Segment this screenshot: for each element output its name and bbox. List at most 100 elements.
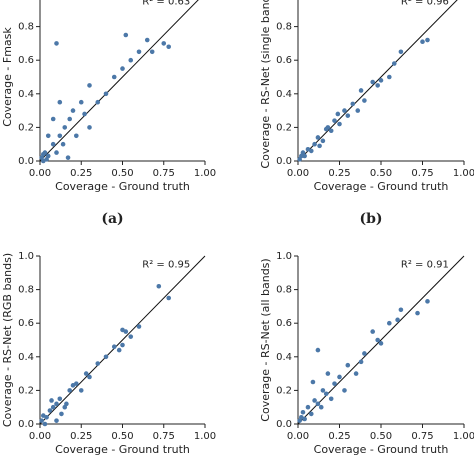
- point: [375, 337, 380, 343]
- point: [65, 155, 71, 160]
- point: [54, 418, 59, 423]
- point: [57, 396, 63, 402]
- y-tick-label: 0.6: [276, 55, 292, 66]
- point: [318, 404, 324, 410]
- x-tick-label: 0.50: [111, 168, 133, 179]
- point: [74, 381, 79, 386]
- point: [78, 99, 84, 105]
- identity-line: [39, 255, 206, 425]
- point: [370, 79, 376, 85]
- point: [120, 342, 125, 348]
- x-tick-label: 0.75: [411, 431, 433, 442]
- point: [59, 411, 64, 417]
- point: [78, 388, 84, 393]
- point: [45, 133, 51, 139]
- x-axis-label: Coverage - Ground truth: [55, 443, 190, 456]
- y-tick-label: 0.8: [18, 285, 34, 296]
- point: [362, 98, 367, 103]
- point: [54, 150, 59, 155]
- y-tick-label: 0.4: [18, 352, 34, 363]
- point: [39, 418, 44, 423]
- y-tick-label: 0.0: [276, 156, 292, 167]
- point: [335, 111, 341, 117]
- point: [378, 78, 384, 83]
- y-tick-label: 0.8: [276, 285, 292, 296]
- x-tick-label: 0.50: [370, 168, 392, 179]
- y-tick-label: 0.8: [276, 22, 292, 33]
- point: [328, 396, 334, 402]
- point: [337, 121, 342, 127]
- point: [57, 133, 63, 139]
- point: [44, 414, 49, 420]
- x-tick-label: 0.25: [328, 431, 350, 442]
- point: [95, 361, 101, 366]
- point: [57, 99, 63, 105]
- x-tick-label: 1.00: [453, 168, 474, 179]
- y-axis-label: Coverage - RS-Net (single bands): [259, 0, 272, 169]
- point: [391, 61, 397, 66]
- point: [398, 49, 404, 55]
- x-tick-label: 0.25: [328, 168, 350, 179]
- point: [128, 334, 134, 339]
- point: [47, 408, 53, 413]
- annotation: R² = 0.95: [142, 259, 190, 270]
- point: [166, 44, 171, 50]
- annotation: R² = 0.96: [401, 0, 449, 7]
- point: [370, 329, 376, 334]
- point: [128, 57, 134, 63]
- point: [120, 66, 125, 71]
- point: [362, 351, 367, 356]
- point: [87, 83, 92, 88]
- y-tick-label: 0.2: [18, 385, 34, 396]
- y-tick-label: 0.2: [18, 122, 34, 133]
- point: [149, 49, 155, 55]
- point: [305, 404, 311, 410]
- point: [425, 37, 430, 43]
- point: [42, 421, 48, 427]
- point: [387, 320, 392, 326]
- y-tick-label: 0.0: [18, 419, 34, 430]
- panel-label: (a): [101, 211, 123, 227]
- point: [358, 359, 364, 365]
- point: [312, 141, 317, 147]
- x-axis-label: Coverage - Ground truth: [55, 180, 190, 193]
- x-axis-label: Coverage - Ground truth: [314, 180, 449, 193]
- y-tick-label: 0.6: [18, 55, 34, 66]
- point: [156, 283, 162, 289]
- point: [166, 295, 171, 301]
- point: [300, 409, 306, 415]
- y-tick-label: 0.6: [18, 318, 34, 329]
- point: [415, 310, 420, 316]
- point: [87, 125, 92, 130]
- point: [310, 379, 316, 385]
- point: [317, 143, 322, 149]
- point: [350, 101, 356, 107]
- point: [337, 374, 342, 380]
- point: [82, 111, 87, 117]
- point: [103, 91, 109, 97]
- point: [123, 329, 129, 334]
- x-tick-label: 0.25: [70, 168, 92, 179]
- point: [353, 371, 359, 376]
- point: [320, 388, 326, 393]
- point: [116, 347, 122, 353]
- x-axis-label: Coverage - Ground truth: [314, 443, 449, 456]
- point: [420, 39, 425, 45]
- plot-area: [39, 0, 199, 164]
- point: [308, 411, 314, 417]
- point: [111, 74, 117, 80]
- point: [123, 32, 129, 38]
- point: [54, 401, 59, 407]
- point: [315, 401, 321, 407]
- plot-area: [39, 255, 206, 427]
- point: [62, 125, 68, 130]
- annotation: R² = 0.91: [401, 259, 449, 270]
- point: [323, 391, 329, 397]
- x-tick-label: 0.50: [111, 431, 133, 442]
- x-tick-label: 0.00: [29, 431, 51, 442]
- point: [395, 317, 400, 323]
- point: [83, 371, 89, 376]
- identity-line: [297, 255, 465, 425]
- y-tick-label: 0.0: [18, 156, 34, 167]
- point: [328, 128, 334, 134]
